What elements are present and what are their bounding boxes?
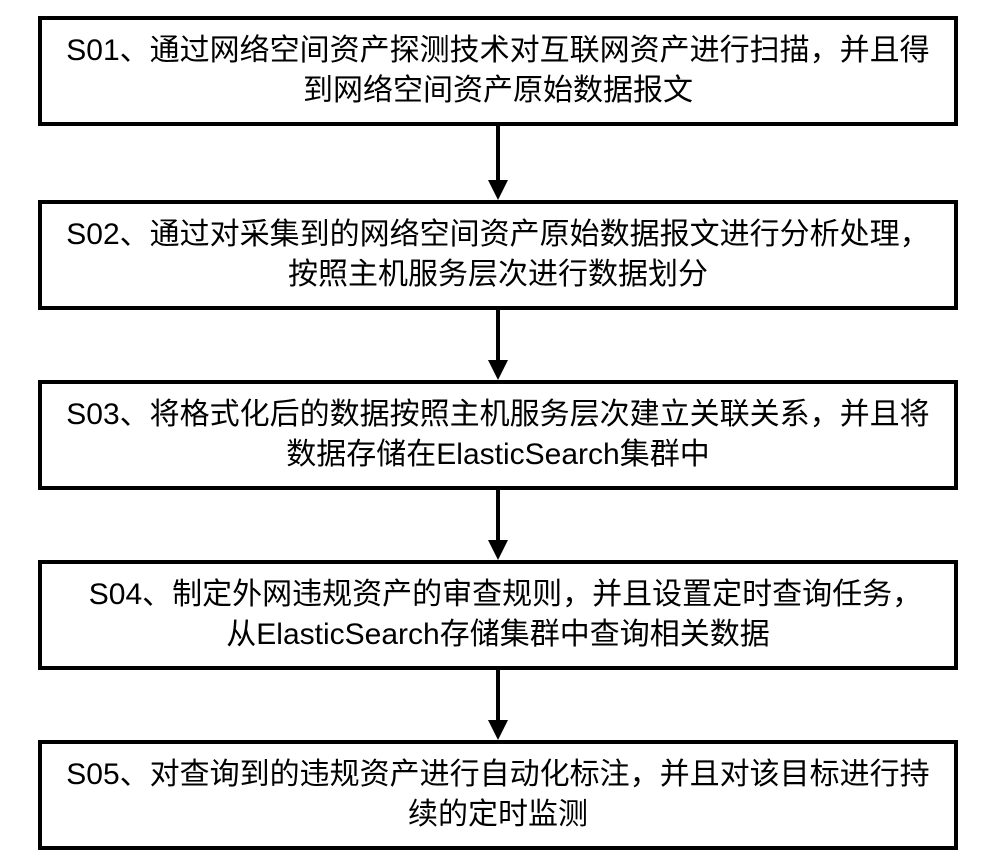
flow-step-text: S03、将格式化后的数据按照主机服务层次建立关联关系，并且将数据存储在Elast… <box>62 395 934 476</box>
flow-step-s05: S05、对查询到的违规资产进行自动化标注，并且对该目标进行持续的定时监测 <box>38 740 958 850</box>
flow-step-s02: S02、通过对采集到的网络空间资产原始数据报文进行分析处理，按照主机服务层次进行… <box>38 200 958 310</box>
flowchart-canvas: S01、通过网络空间资产探测技术对互联网资产进行扫描，并且得到网络空间资产原始数… <box>0 0 1000 862</box>
flow-step-s04: S04、制定外网违规资产的审查规则，并且设置定时查询任务， 从ElasticSe… <box>38 560 958 670</box>
flow-step-text: S01、通过网络空间资产探测技术对互联网资产进行扫描，并且得到网络空间资产原始数… <box>62 31 934 112</box>
arrow-head <box>488 540 508 560</box>
arrow-head <box>488 360 508 380</box>
arrow-head <box>488 720 508 740</box>
flow-step-s03: S03、将格式化后的数据按照主机服务层次建立关联关系，并且将数据存储在Elast… <box>38 380 958 490</box>
arrow-head <box>488 180 508 200</box>
flow-step-text: S05、对查询到的违规资产进行自动化标注，并且对该目标进行持续的定时监测 <box>62 755 934 836</box>
flow-step-text: S02、通过对采集到的网络空间资产原始数据报文进行分析处理，按照主机服务层次进行… <box>62 215 934 296</box>
flow-step-s01: S01、通过网络空间资产探测技术对互联网资产进行扫描，并且得到网络空间资产原始数… <box>38 16 958 126</box>
flow-step-text: S04、制定外网违规资产的审查规则，并且设置定时查询任务， 从ElasticSe… <box>62 575 934 656</box>
